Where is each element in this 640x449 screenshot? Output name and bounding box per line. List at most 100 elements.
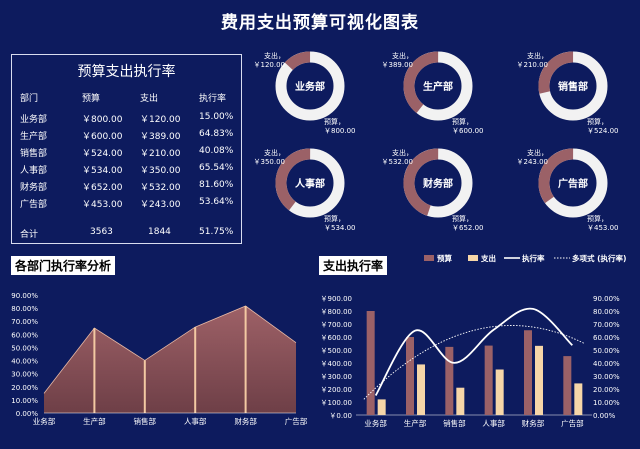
table-title: 预算支出执行率 [77, 64, 176, 80]
donut-5: 财务部 支出，￥532.00 预算，￥652.00 [382, 148, 484, 232]
table-total-cell: 1844 [148, 227, 171, 237]
right-tick-label: 80.00% [593, 308, 620, 316]
table-cell: 销售部 [20, 149, 48, 159]
y-tick-label: 30.00% [11, 371, 38, 379]
right-tick-label: 60.00% [593, 334, 620, 342]
page-title: 费用支出预算可视化图表 [221, 13, 419, 33]
table-total-cell: 合计 [20, 230, 39, 240]
y-tick-label: 0.00% [16, 410, 39, 418]
table-cell: 81.60% [199, 180, 234, 190]
donut-budget-value: ￥534.00 [324, 224, 356, 232]
y-tick-label: 10.00% [11, 397, 38, 405]
table-cell: ￥389.00 [140, 132, 181, 142]
donut-budget-value: ￥453.00 [587, 224, 619, 232]
x-tick-label: 人事部 [482, 418, 505, 428]
left-tick-label: ￥500.00 [321, 347, 353, 355]
table-cell: ￥800.00 [82, 115, 123, 125]
legend-trend-label: 多项式 (执行率) [572, 253, 626, 263]
table-header-budget: 预算 [82, 94, 101, 104]
bar-budget [406, 337, 414, 415]
table-total-cell: 51.75% [199, 227, 234, 237]
donut-1: 业务部 支出，￥120.00 预算，￥800.00 [254, 51, 356, 135]
donut-spend-value: ￥389.00 [382, 61, 414, 69]
trend-line [363, 325, 585, 400]
y-tick-label: 70.00% [11, 318, 38, 326]
donut-2: 生产部 支出，￥389.00 预算，￥600.00 [382, 51, 484, 135]
table-cell: 40.08% [199, 146, 234, 156]
budget-table: 预算支出执行率 部门 预算 支出 执行率 业务部 ￥800.00 ￥120.00… [11, 54, 242, 244]
table-cell: ￥350.00 [140, 166, 181, 176]
donut-spend-label: 支出， [527, 51, 548, 60]
y-tick-label: 60.00% [11, 331, 38, 339]
donut-budget-label: 预算， [452, 214, 473, 223]
table-cell: 生产部 [20, 132, 48, 142]
donut-budget-value: ￥600.00 [452, 127, 484, 135]
bar-budget [445, 346, 454, 415]
x-tick-label: 销售部 [443, 418, 466, 428]
donut-budget-label: 预算， [324, 214, 345, 223]
table-cell: ￥534.00 [82, 166, 123, 176]
bar-budget [366, 311, 375, 415]
donut-budget-value: ￥524.00 [587, 127, 619, 135]
donut-spend-arc [275, 148, 345, 218]
bar-spend [574, 383, 583, 415]
x-tick-label: 广告部 [285, 416, 308, 426]
table-header-spend: 支出 [140, 94, 159, 104]
combo-chart-title: 支出执行率 [319, 256, 388, 275]
donut-3: 销售部 支出，￥210.00 预算，￥524.00 [517, 51, 619, 135]
donut-spend-arc [403, 148, 473, 218]
rate-line [374, 307, 573, 396]
y-tick-label: 20.00% [11, 384, 38, 392]
y-tick-label: 90.00% [11, 292, 38, 300]
x-tick-label: 业务部 [33, 416, 56, 426]
table-cell: ￥600.00 [82, 132, 123, 142]
bar-spend [377, 399, 386, 415]
bar-spend [535, 345, 543, 415]
right-tick-label: 30.00% [593, 373, 620, 381]
y-tick-label: 80.00% [11, 305, 38, 313]
donut-spend-value: ￥120.00 [254, 61, 286, 69]
donut-spend-label: 支出， [392, 148, 413, 157]
donut-spend-arc [538, 51, 608, 121]
area-chart-title: 各部门执行率分析 [11, 256, 116, 275]
table-header-dept: 部门 [20, 94, 39, 104]
table-cell: ￥532.00 [140, 183, 181, 193]
donut-budget-label: 预算， [452, 117, 473, 126]
donut-budget-label: 预算， [324, 117, 345, 126]
table-cell: 53.64% [199, 197, 234, 207]
donut-6: 广告部 支出，￥243.00 预算，￥453.00 [517, 148, 619, 232]
right-tick-label: 0.00% [593, 412, 616, 420]
donut-center-label: 人事部 [295, 177, 325, 190]
donut-center-label: 广告部 [558, 177, 588, 190]
bar-spend [495, 369, 504, 415]
left-tick-label: ￥900.00 [321, 295, 353, 303]
right-tick-label: 90.00% [593, 295, 620, 303]
x-tick-label: 生产部 [404, 418, 427, 428]
table-cell: 15.00% [199, 112, 234, 122]
donut-spend-value: ￥243.00 [517, 158, 549, 166]
table-cell: ￥524.00 [82, 149, 123, 159]
table-cell: ￥120.00 [140, 115, 181, 125]
donut-spend-arc [275, 51, 345, 121]
table-cell: 65.54% [199, 163, 234, 173]
left-tick-label: ￥200.00 [321, 386, 353, 394]
donut-budget-label: 预算， [587, 214, 608, 223]
table-cell: 广告部 [20, 200, 48, 210]
y-tick-label: 40.00% [11, 358, 38, 366]
legend-rate-label: 执行率 [522, 253, 545, 263]
area-outline [43, 305, 297, 394]
left-tick-label: ￥0.00 [329, 412, 352, 420]
combo-chart: 预算 支出 执行率 多项式 (执行率)￥0.00￥100.00￥200.00￥300.… [321, 253, 627, 428]
right-tick-label: 70.00% [593, 321, 620, 329]
donut-center-label: 财务部 [422, 177, 453, 190]
donut-budget-value: ￥652.00 [452, 224, 484, 232]
area-series [44, 306, 296, 413]
left-tick-label: ￥100.00 [321, 399, 353, 407]
donut-4: 人事部 支出，￥350.00 预算，￥534.00 [254, 148, 356, 232]
table-header-rate: 执行率 [199, 94, 227, 104]
x-tick-label: 业务部 [364, 418, 387, 428]
legend-budget-label: 预算 [437, 253, 452, 263]
donut-center-label: 业务部 [295, 80, 325, 93]
x-tick-label: 财务部 [234, 416, 257, 426]
table-cell: 财务部 [20, 183, 48, 193]
